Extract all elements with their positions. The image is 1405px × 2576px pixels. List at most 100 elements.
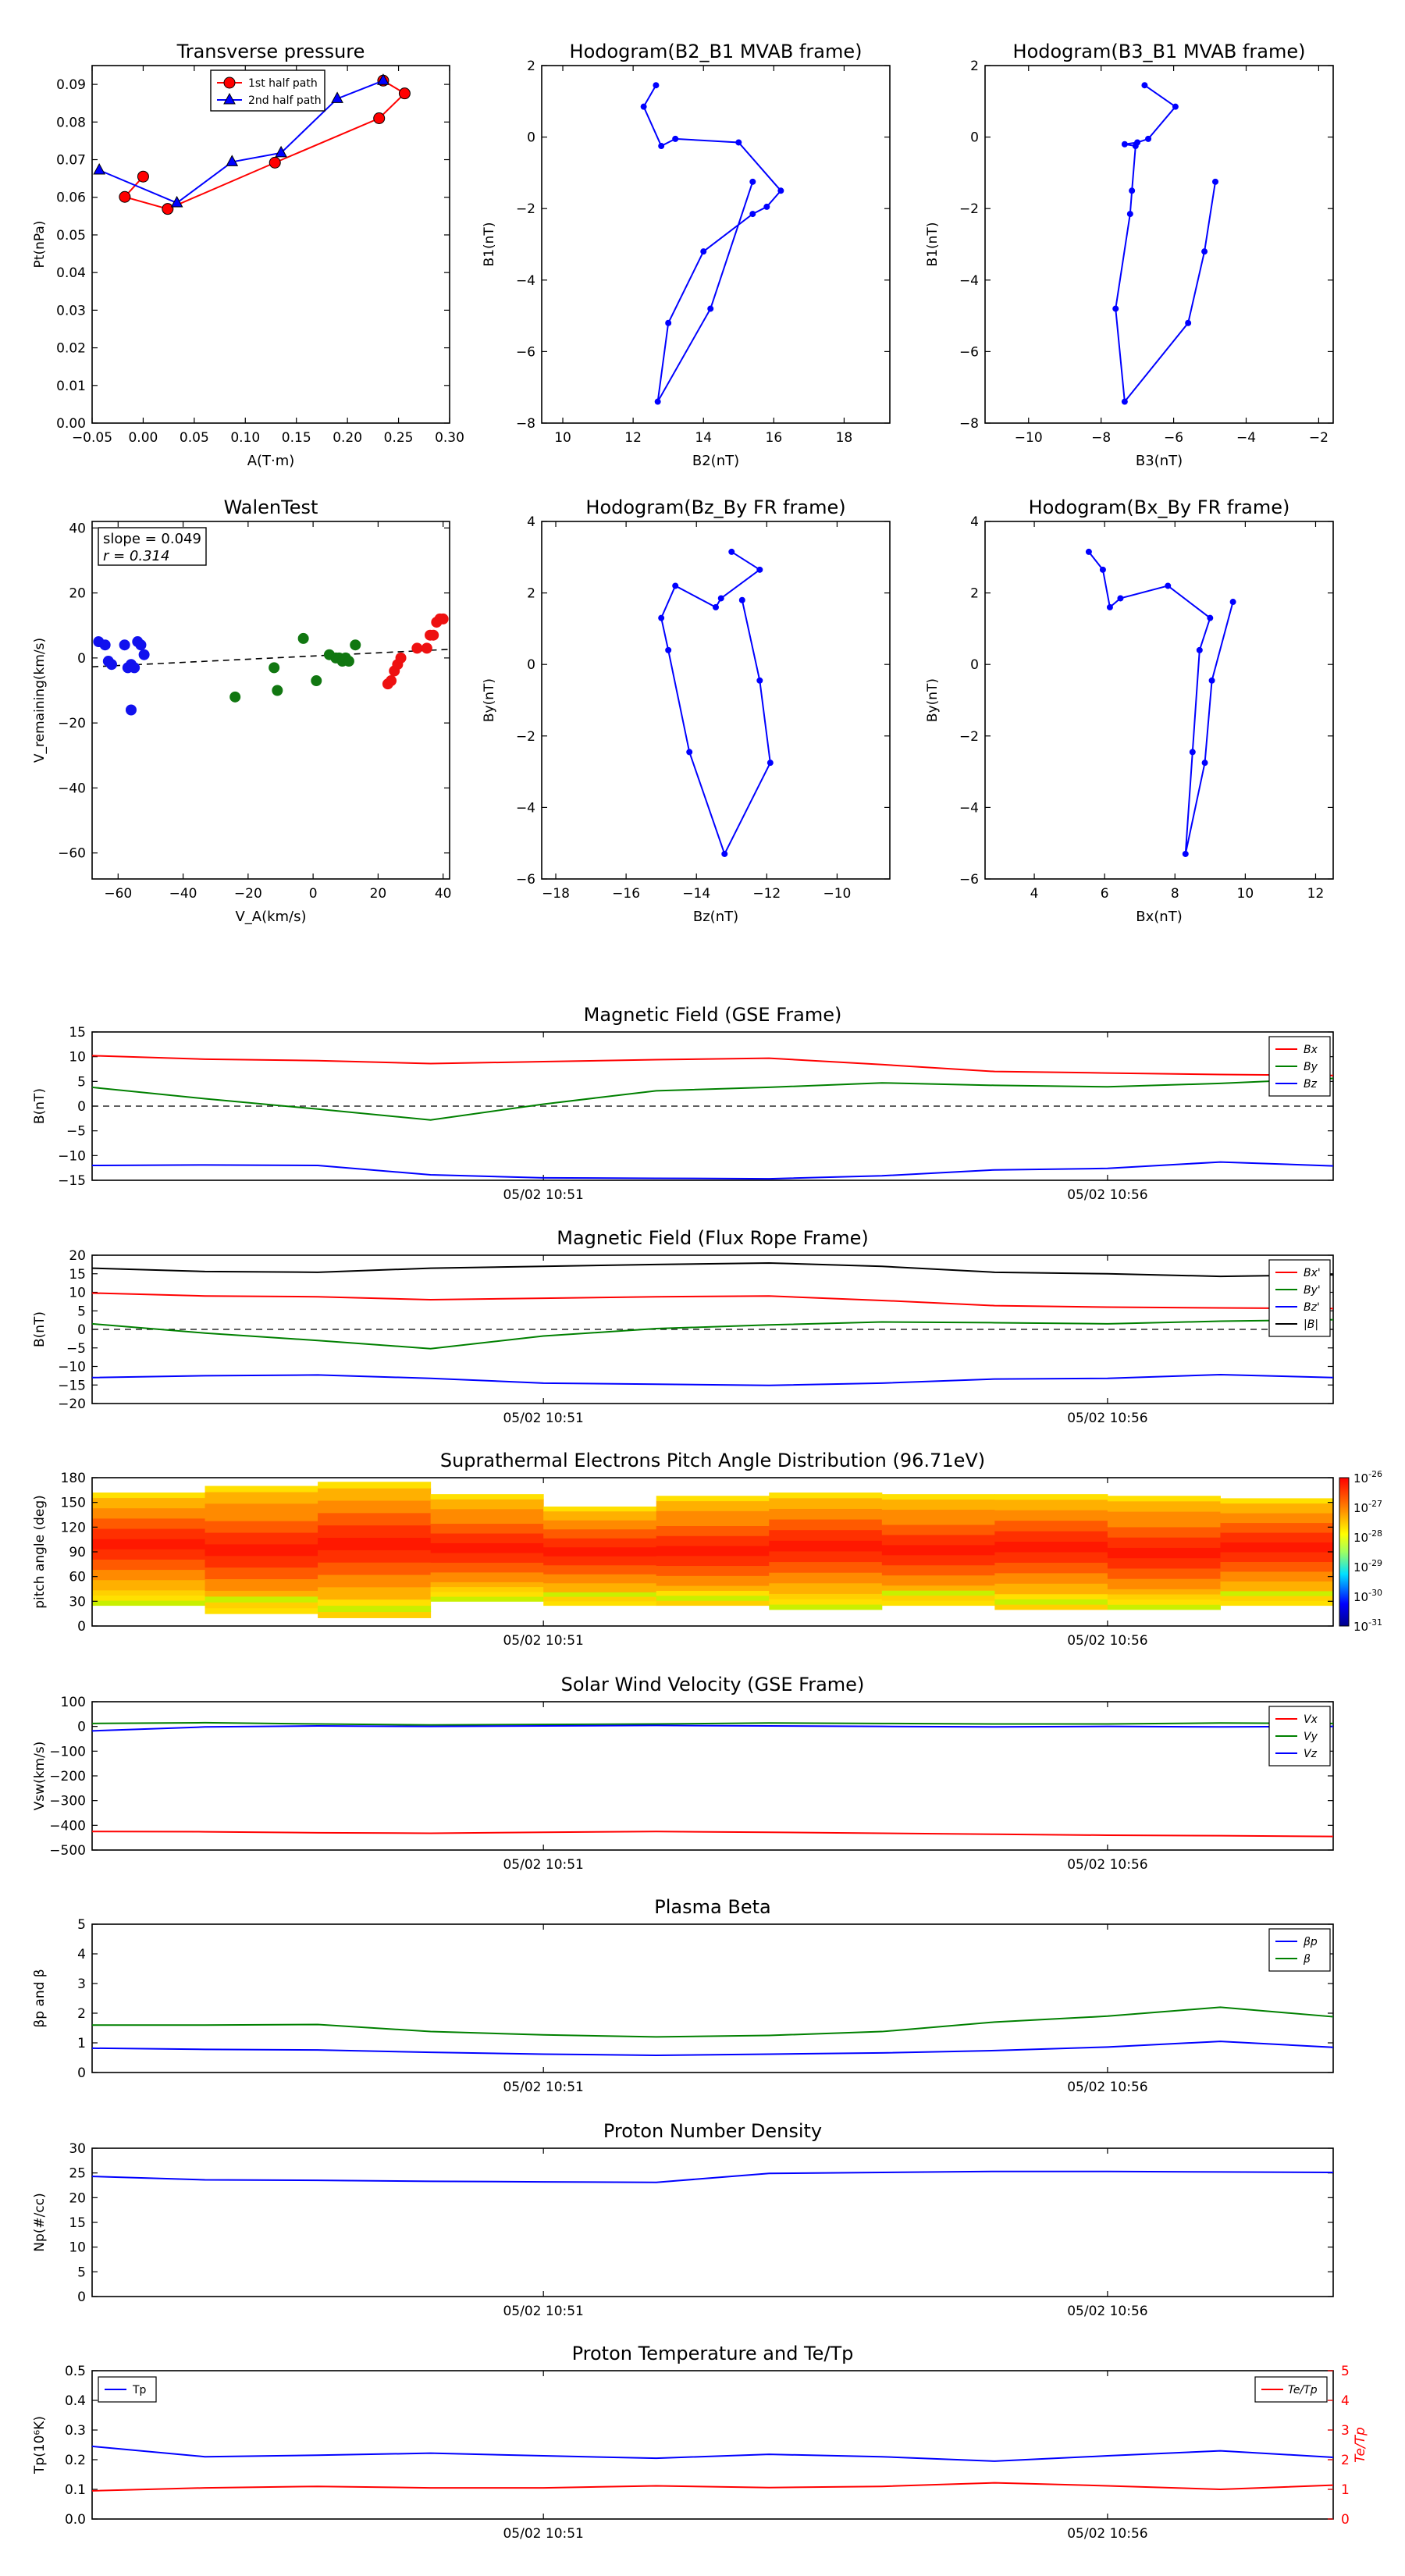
heatmap-cell (430, 1596, 544, 1602)
y-tick-label: 20 (69, 586, 86, 602)
series-line (91, 1261, 1334, 1278)
x-axis-label: Bz(nT) (693, 909, 738, 925)
y-tick-label: −8 (959, 416, 979, 432)
y-tick-label: 30 (69, 2141, 86, 2157)
series-line (91, 1721, 1334, 1726)
heatmap-cell (994, 1604, 1108, 1610)
legend-label: Vy (1304, 1731, 1318, 1743)
heatmap-cell (318, 1494, 432, 1501)
colorbar (1339, 1477, 1350, 1627)
y-tick-label: 0 (527, 130, 535, 146)
heatmap-cell (769, 1493, 883, 1499)
heatmap-cell (1220, 1561, 1334, 1567)
data-point (135, 639, 147, 651)
y-axis-label: Pt(nPa) (32, 221, 48, 269)
chart-title: Plasma Beta (654, 1896, 770, 1918)
legend-label: 2nd half path (248, 94, 322, 107)
chart-mag-gse: −15 −10 −5 0 5 10 15 05/02 10:51 05/02 10:56 Magn… (32, 1004, 1334, 1203)
heatmap-cell (1107, 1532, 1221, 1538)
x-tick-label: −0.05 (72, 430, 112, 446)
y-tick-label: 20 (69, 2190, 86, 2206)
data-point (1141, 82, 1148, 89)
heatmap-cell (205, 1532, 318, 1539)
y-tick-label: 2 (527, 586, 535, 602)
y-axis-label: B(nT) (32, 1311, 48, 1347)
heatmap-cell (205, 1596, 318, 1603)
heatmap-cell (1220, 1552, 1334, 1557)
y-tick-label: 150 (61, 1496, 86, 1511)
data-point (1208, 677, 1215, 684)
y-tick-label: −6 (516, 344, 535, 360)
x-axis-label: Bx(nT) (1136, 909, 1182, 925)
heatmap-cell (318, 1586, 432, 1594)
x-tick-label: 0.30 (435, 430, 464, 446)
y-tick-label: 0.02 (56, 341, 86, 357)
x-tick-label: 0.05 (180, 430, 209, 446)
heatmap-cell (656, 1560, 770, 1567)
heatmap-cell (769, 1508, 883, 1514)
y-tick-label: −6 (516, 872, 535, 888)
chart-title: Hodogram(Bz_By FR frame) (585, 496, 845, 518)
y-tick-label: 0.04 (56, 265, 86, 281)
data-point (129, 662, 140, 674)
heatmap-cell (994, 1541, 1108, 1547)
y2-tick-label: 1 (1341, 2482, 1350, 2498)
series-line (91, 2482, 1334, 2492)
heatmap-cell (205, 1514, 318, 1521)
series-line (91, 1077, 1334, 1121)
data-point (377, 73, 389, 85)
heatmap-cell (543, 1560, 657, 1566)
heatmap-cell (1220, 1507, 1334, 1514)
heatmap-cell (543, 1578, 657, 1584)
heatmap-cell (994, 1557, 1108, 1563)
heatmap-cell (994, 1589, 1108, 1595)
y2-tick-label: 2 (1341, 2453, 1350, 2468)
annotation-r: r = 0.314 (103, 548, 169, 564)
y-tick-label: −2 (959, 729, 979, 745)
x-tick-label: 8 (1171, 886, 1179, 902)
heatmap-cell (1220, 1566, 1334, 1572)
y-axis-label: pitch angle (deg) (32, 1495, 48, 1609)
legend-label: |B| (1304, 1318, 1318, 1331)
x-tick-label: 10 (1237, 886, 1254, 902)
data-point (1182, 850, 1189, 857)
heatmap-cell (543, 1506, 657, 1512)
data-point (686, 749, 693, 756)
heatmap-cell (543, 1600, 657, 1606)
y-tick-label: −8 (516, 416, 535, 432)
series-line (1115, 84, 1216, 404)
data-point (331, 91, 343, 103)
heatmap-cell (769, 1514, 883, 1520)
time-tick-label: 05/02 10:51 (503, 2526, 583, 2542)
heatmap-cell (543, 1556, 657, 1561)
heatmap-cell (430, 1571, 544, 1578)
y-tick-label: −15 (58, 1173, 86, 1189)
time-tick-label: 05/02 10:56 (1067, 1857, 1147, 1873)
chart-beta: 0 1 2 3 4 5 05/02 10:51 05/02 10:56 Plasma Beta β… (32, 1896, 1334, 2095)
data-point (735, 139, 742, 146)
data-point (665, 319, 672, 326)
data-point (1106, 603, 1113, 610)
time-tick-label: 05/02 10:56 (1067, 1187, 1147, 1203)
heatmap-cell (92, 1528, 206, 1535)
series-line (91, 1318, 1334, 1350)
heatmap-cell (1107, 1573, 1221, 1579)
legend-marker (223, 76, 236, 89)
data-point (1196, 646, 1203, 653)
y-tick-label: 5 (77, 2265, 86, 2280)
x-tick-label: 0 (309, 886, 318, 902)
heatmap-cell (994, 1599, 1108, 1605)
heatmap-cell (656, 1505, 770, 1511)
heatmap-cell (92, 1595, 206, 1601)
heatmap-cell (656, 1515, 770, 1521)
data-point (1126, 211, 1133, 218)
heatmap-cell (543, 1520, 657, 1525)
heatmap-cell (994, 1510, 1108, 1516)
data-point (1112, 305, 1119, 312)
data-point (398, 87, 411, 100)
y-tick-label: 0.08 (56, 115, 86, 130)
heatmap-cell (994, 1583, 1108, 1589)
heatmap-cell (881, 1544, 995, 1550)
